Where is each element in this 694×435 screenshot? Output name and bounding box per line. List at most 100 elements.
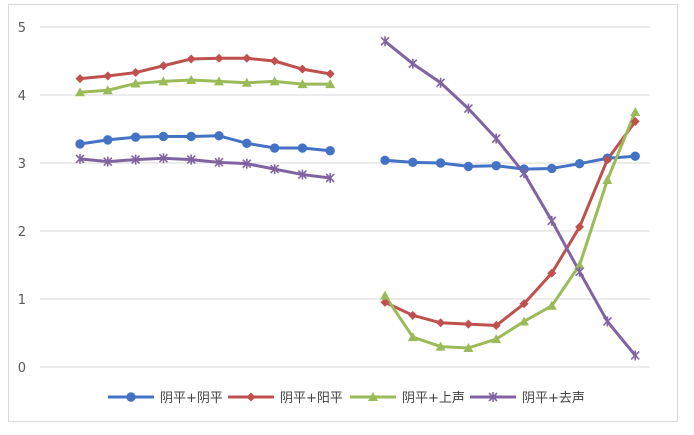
data-point-0-1-3	[463, 161, 474, 172]
data-point-2-1-3	[463, 342, 474, 352]
data-point-1-1-2	[436, 318, 446, 328]
data-point-3-1-0	[380, 36, 390, 47]
data-point-2-1-4	[491, 334, 502, 344]
data-point-2-1-9	[630, 107, 641, 116]
data-point-0-0-2	[130, 132, 141, 142]
y-tick-label-1: 1	[18, 293, 26, 308]
data-point-2-1-8	[602, 175, 613, 184]
data-point-1-0-2	[131, 68, 141, 78]
data-point-0-1-7	[574, 158, 585, 169]
data-point-1-1-4	[491, 321, 501, 331]
data-point-2-0-2	[130, 78, 141, 88]
data-point-3-1-1	[408, 58, 418, 69]
y-tick-label-0: 0	[18, 361, 26, 376]
legend-marker-2	[368, 392, 378, 401]
data-point-3-1-9	[630, 350, 640, 361]
data-point-2-0-1	[102, 85, 113, 95]
data-point-3-0-5	[214, 157, 224, 168]
data-point-1-1-5	[519, 299, 529, 309]
data-point-3-0-1	[103, 156, 113, 167]
data-point-0-1-1	[408, 157, 418, 168]
data-point-3-0-8	[297, 169, 307, 180]
data-point-2-0-8	[297, 79, 308, 89]
data-point-2-0-9	[325, 79, 336, 89]
data-point-0-0-9	[325, 146, 335, 156]
series-line-3-seg-1	[383, 39, 637, 357]
data-point-2-1-0	[380, 290, 390, 300]
data-point-3-1-5	[519, 168, 529, 179]
y-tick-label-5: 5	[18, 21, 26, 36]
data-point-0-0-7	[269, 143, 280, 153]
y-tick-label-2: 2	[18, 225, 26, 240]
series-line-2-seg-1	[383, 110, 637, 350]
data-point-3-0-7	[270, 164, 280, 175]
data-point-0-1-9	[630, 151, 640, 161]
data-point-1-1-6	[547, 268, 557, 278]
y-tick-label-4: 4	[18, 89, 26, 104]
data-point-0-0-5	[214, 131, 224, 141]
data-point-0-1-2	[435, 158, 446, 168]
data-point-1-0-3	[158, 61, 168, 71]
data-point-2-1-5	[519, 316, 529, 326]
legend-marker-3	[488, 392, 498, 402]
data-point-2-1-6	[546, 300, 557, 310]
data-point-0-0-3	[158, 131, 169, 142]
data-point-3-1-2	[436, 77, 446, 88]
series-line-1-seg-0	[78, 56, 332, 81]
data-point-1-0-8	[297, 64, 307, 74]
legend-label-1: 阴平+阳平	[280, 391, 343, 406]
series-line-1-seg-1	[383, 120, 637, 328]
data-point-1-0-9	[325, 69, 335, 79]
legend-label-3: 阴平+去声	[522, 391, 585, 406]
data-point-0-1-0	[380, 155, 390, 165]
data-point-1-1-7	[575, 222, 585, 232]
data-point-1-0-6	[242, 53, 252, 63]
data-point-2-0-6	[241, 77, 252, 87]
data-point-2-0-7	[269, 76, 280, 86]
data-point-0-0-8	[297, 143, 308, 153]
data-point-1-1-1	[408, 310, 418, 320]
legend-marker-0	[126, 392, 136, 402]
data-point-3-0-2	[131, 154, 141, 165]
data-point-1-0-0	[75, 74, 85, 84]
data-point-3-0-0	[75, 153, 85, 164]
data-point-3-0-4	[186, 154, 196, 165]
legend-label-2: 阴平+上声	[402, 391, 465, 406]
data-point-2-1-2	[435, 341, 446, 351]
data-point-3-0-6	[242, 158, 252, 169]
data-point-1-0-7	[270, 56, 280, 66]
data-point-1-1-9	[630, 117, 640, 127]
data-point-3-1-4	[491, 133, 501, 144]
data-point-3-0-3	[158, 153, 168, 164]
data-point-2-1-1	[407, 332, 418, 342]
data-point-3-1-3	[463, 103, 473, 114]
data-point-1-1-8	[602, 155, 612, 165]
data-point-2-1-7	[574, 260, 585, 269]
series-line-0-seg-1	[383, 154, 637, 171]
data-point-1-1-3	[463, 319, 473, 329]
legend-label-0: 阴平+阴平	[160, 391, 223, 406]
series-line-0-seg-0	[78, 134, 332, 153]
data-point-0-0-0	[75, 139, 85, 149]
data-point-2-0-3	[158, 76, 169, 86]
data-point-3-0-9	[325, 172, 335, 183]
legend-marker-1	[246, 392, 256, 402]
series-line-2-seg-0	[78, 78, 332, 94]
data-point-3-1-8	[602, 316, 612, 327]
data-point-2-0-4	[186, 75, 197, 85]
y-tick-label-3: 3	[18, 157, 26, 172]
data-point-1-0-1	[103, 71, 113, 81]
data-point-3-1-7	[575, 266, 585, 277]
data-point-1-0-4	[186, 54, 196, 64]
data-point-0-1-6	[547, 163, 557, 174]
data-point-0-0-6	[242, 138, 252, 148]
data-point-1-1-0	[380, 297, 390, 307]
data-point-0-0-1	[103, 135, 113, 145]
data-point-3-1-6	[547, 215, 557, 226]
data-point-2-0-0	[75, 87, 85, 97]
data-point-2-0-5	[214, 76, 224, 86]
data-point-0-1-4	[491, 161, 501, 171]
data-point-0-0-4	[186, 131, 196, 142]
data-point-1-0-5	[214, 53, 224, 63]
